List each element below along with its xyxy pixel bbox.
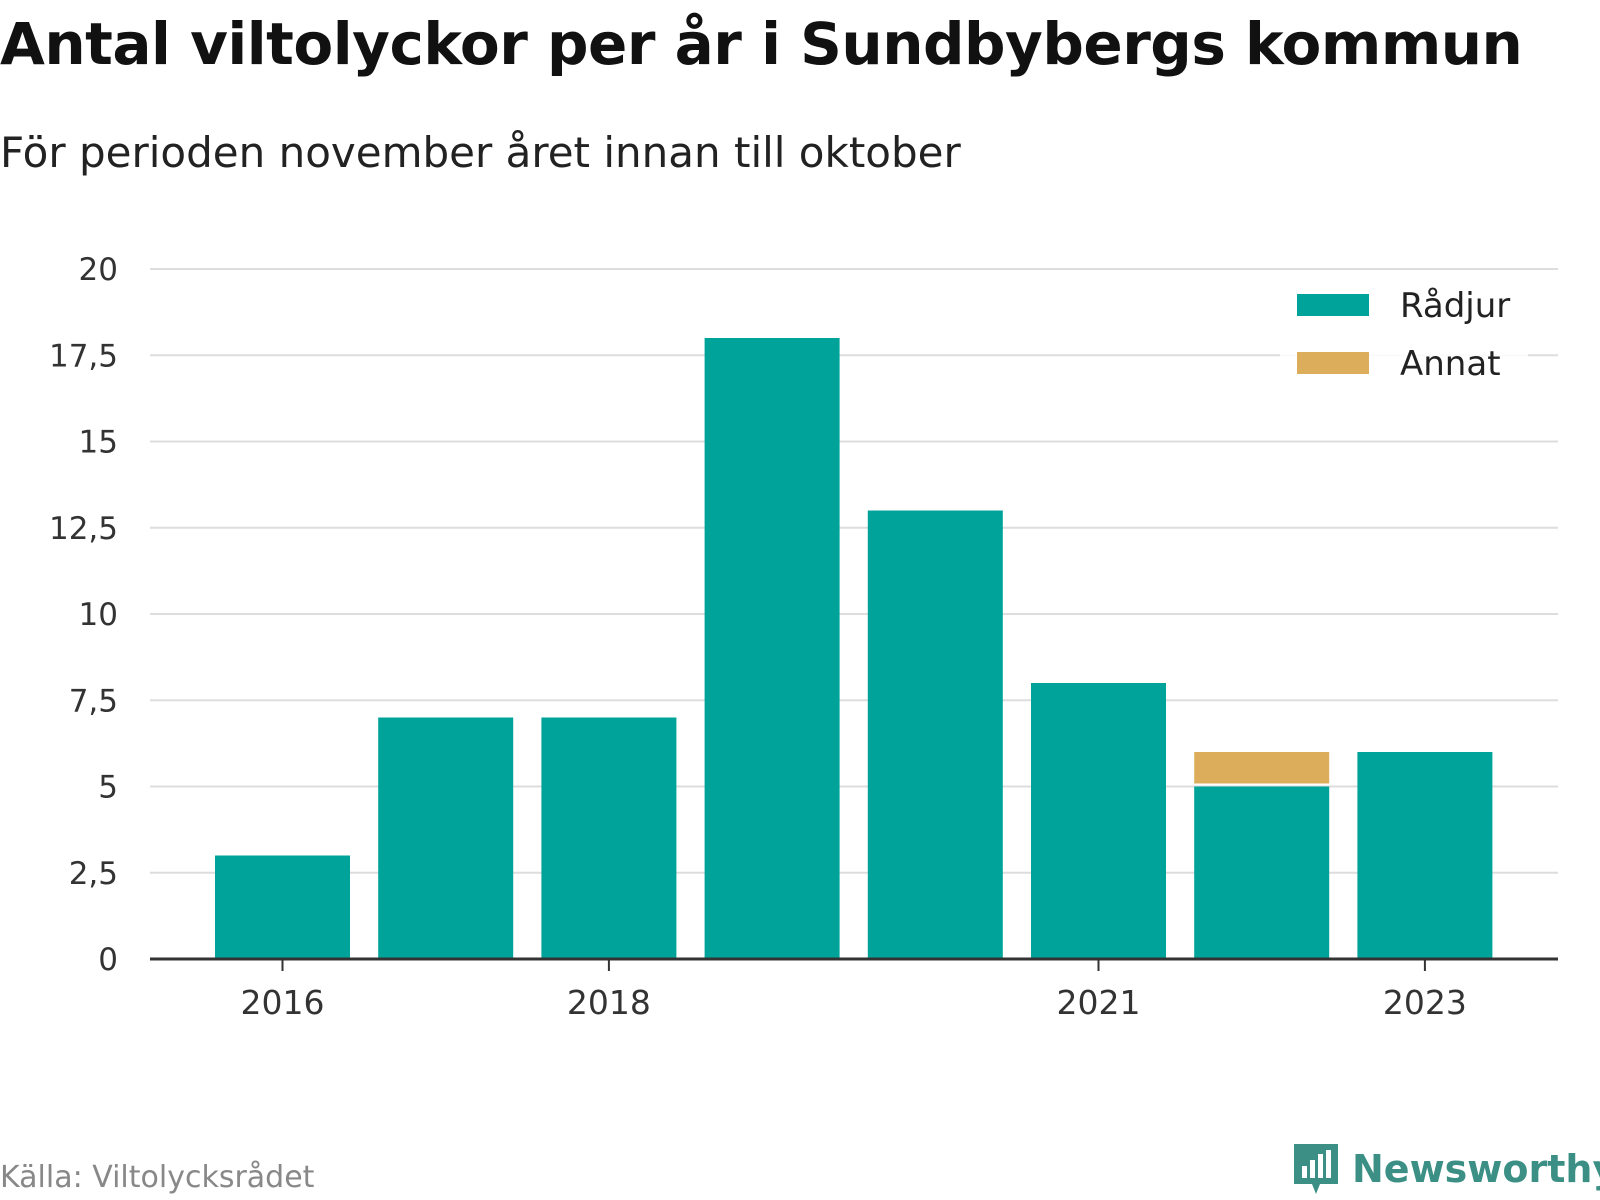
brand-name: Newsworthy <box>1352 1147 1600 1191</box>
y-tick-label: 2,5 <box>69 856 118 892</box>
legend-label-rådjur: Rådjur <box>1400 286 1510 326</box>
newsworthy-icon <box>1294 1144 1338 1194</box>
y-tick-label: 15 <box>79 425 118 461</box>
y-tick-label: 10 <box>79 597 118 633</box>
bar-annat-2022 <box>1194 752 1330 784</box>
chart-title: Antal viltolyckor per år i Sundbybergs k… <box>0 10 1523 78</box>
bar-rådjur-2017 <box>378 717 514 959</box>
x-tick-label: 2021 <box>1057 983 1141 1022</box>
bar-rådjur-2016 <box>215 855 350 959</box>
legend-swatch-rådjur <box>1297 294 1369 316</box>
bar-chart: 0 2,5 5 7,5 10 12,5 15 17,5 20 2016 2018 2021 2023 R… <box>49 252 1558 1022</box>
axes: 0 2,5 5 7,5 10 12,5 15 17,5 20 2016 2018 2021 2023 <box>49 252 1558 1022</box>
x-tick-label: 2018 <box>567 983 651 1022</box>
bar-rådjur-2020 <box>867 510 1003 959</box>
chart-subtitle: För perioden november året innan till ok… <box>0 128 961 177</box>
y-tick-label: 5 <box>98 770 118 806</box>
bar-rådjur-2019 <box>704 338 840 959</box>
legend-swatch-annat <box>1297 352 1369 374</box>
y-tick-label: 17,5 <box>49 338 118 374</box>
bars <box>215 338 1493 959</box>
source-note: Källa: Viltolycksrådet <box>0 1160 315 1195</box>
bar-rådjur-2022 <box>1194 786 1330 959</box>
legend: Rådjur Annat <box>1280 272 1528 392</box>
x-tick-label: 2016 <box>241 983 325 1022</box>
brand-logo: Newsworthy <box>1290 1140 1600 1198</box>
legend-label-annat: Annat <box>1400 344 1501 384</box>
y-tick-label: 0 <box>98 942 118 978</box>
bar-rådjur-2018 <box>541 717 677 959</box>
y-tick-label: 20 <box>79 252 118 288</box>
x-tick-label: 2023 <box>1383 983 1467 1022</box>
bar-rådjur-2021 <box>1031 683 1166 959</box>
y-tick-label: 12,5 <box>49 511 118 547</box>
y-tick-label: 7,5 <box>69 683 118 719</box>
bar-rådjur-2023 <box>1357 752 1493 959</box>
